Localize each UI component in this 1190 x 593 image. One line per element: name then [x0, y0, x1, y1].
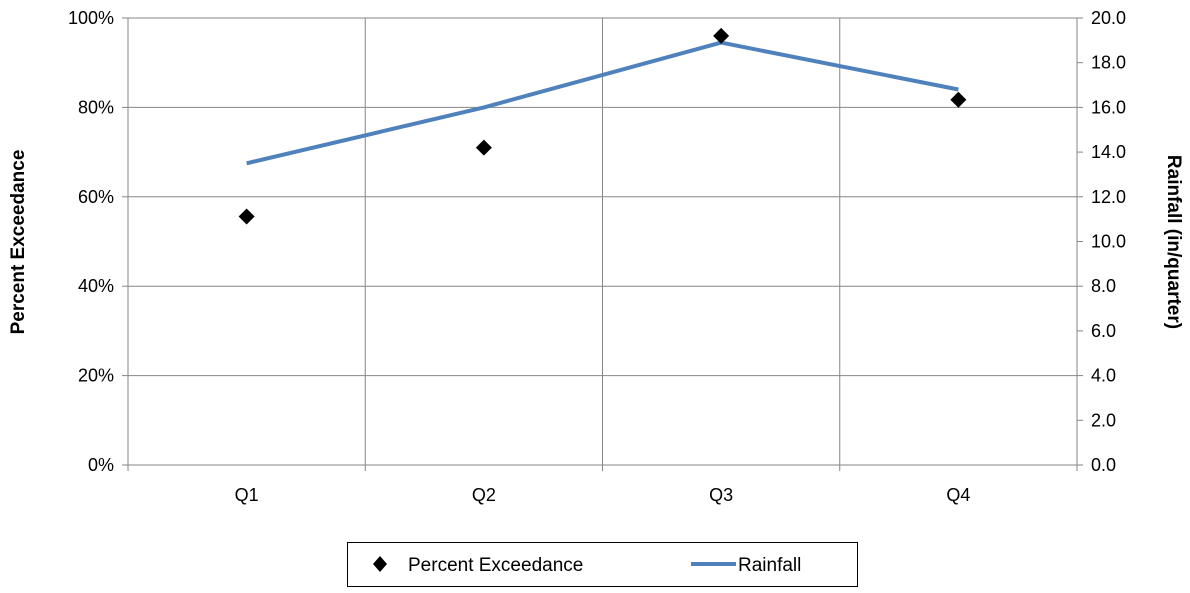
y-right-tick-label: 6.0 [1091, 321, 1116, 341]
axes-layer [122, 17, 1083, 471]
labels-layer: 0% 20% 40% 60% 80% 100% 0.0 2.0 4.0 6.0 8.0 10.0 12.… [68, 8, 1126, 505]
y-axis-left-title: Percent Exceedance [8, 150, 29, 335]
y-right-tick-label: 0.0 [1091, 455, 1116, 475]
legend-diamond-marker [373, 556, 387, 572]
y-left-tick-label: 20% [78, 366, 114, 386]
legend-label-percent-exceedance: Percent Exceedance [408, 555, 583, 576]
y-right-tick-label: 2.0 [1091, 410, 1116, 430]
y-right-tick-label: 8.0 [1091, 276, 1116, 296]
percent-exceedance-point [238, 208, 255, 225]
x-tick-label: Q1 [235, 485, 259, 505]
y-right-tick-label: 14.0 [1091, 142, 1126, 162]
rainfall-series-line [246, 40, 959, 166]
y-right-tick-label: 18.0 [1091, 53, 1126, 73]
x-tick-label: Q3 [709, 485, 733, 505]
y-right-tick-label: 16.0 [1091, 97, 1126, 117]
x-tick-label: Q4 [946, 485, 970, 505]
grid-layer [128, 17, 1077, 465]
legend-label-rainfall: Rainfall [738, 555, 801, 576]
y-left-tick-label: 40% [78, 276, 114, 296]
y-right-tick-label: 4.0 [1091, 366, 1116, 386]
y-right-tick-label: 10.0 [1091, 232, 1126, 252]
percent-exceedance-point [950, 91, 967, 108]
y-right-tick-label: 12.0 [1091, 187, 1126, 207]
legend-frame [347, 542, 858, 587]
y-left-tick-label: 60% [78, 187, 114, 207]
y-left-tick-label: 100% [68, 8, 114, 28]
percent-exceedance-point [475, 139, 492, 156]
x-tick-label: Q2 [472, 485, 496, 505]
legend: Percent Exceedance Rainfall [347, 542, 858, 587]
y-left-tick-label: 80% [78, 97, 114, 117]
y-axis-right-title: Rainfall (in/quarter) [1163, 155, 1184, 329]
y-left-tick-label: 0% [88, 455, 114, 475]
y-right-tick-label: 20.0 [1091, 8, 1126, 28]
series-layer [238, 27, 967, 225]
percent-exceedance-point [713, 27, 730, 44]
